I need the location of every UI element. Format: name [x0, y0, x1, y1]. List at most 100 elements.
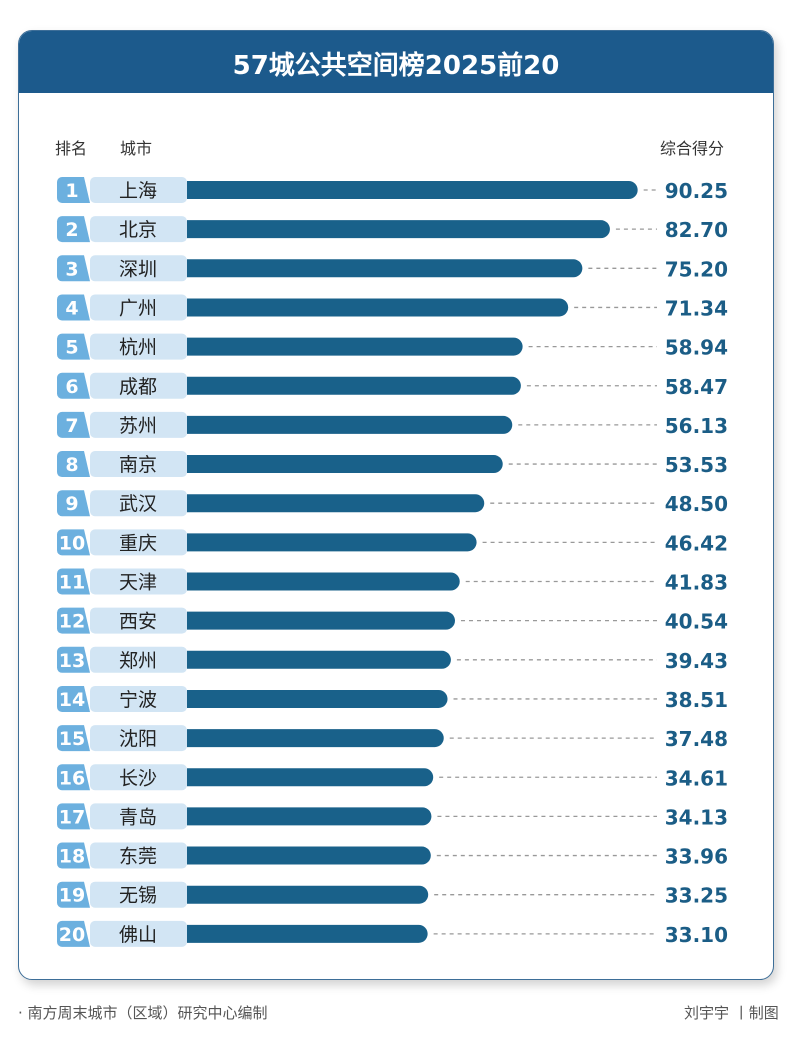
bar	[187, 376, 521, 395]
bar	[187, 337, 523, 356]
bar	[187, 885, 429, 904]
rank-box	[57, 333, 90, 360]
value-label: 34.61	[665, 766, 728, 790]
rank-box	[57, 568, 90, 595]
value-label: 37.48	[665, 727, 728, 751]
city-label: 西安	[119, 611, 157, 633]
bar	[187, 298, 569, 317]
rank-label: 1	[65, 180, 78, 202]
rank-label: 9	[65, 493, 78, 515]
bar	[187, 455, 503, 474]
chart-title: 57城公共空间榜2025前20	[232, 51, 560, 81]
city-label: 杭州	[119, 337, 157, 359]
value-label: 58.47	[665, 375, 728, 399]
city-label: 东莞	[119, 846, 157, 868]
rank-label: 14	[59, 689, 85, 711]
bar	[187, 846, 431, 865]
rank-box	[57, 411, 90, 438]
rank-box	[57, 725, 90, 752]
rank-box	[57, 177, 90, 203]
rank-box	[57, 216, 90, 243]
city-label: 重庆	[119, 532, 157, 554]
rank-label: 8	[65, 454, 78, 476]
rank-box	[57, 920, 90, 947]
bar	[187, 611, 455, 630]
rank-box	[57, 451, 90, 478]
banner-curve	[19, 93, 773, 113]
rank-label: 11	[59, 572, 85, 594]
bar	[187, 650, 451, 669]
city-box	[90, 216, 187, 243]
city-box	[90, 607, 187, 634]
rank-label: 6	[65, 376, 78, 398]
bar	[187, 572, 460, 591]
city-box	[90, 568, 187, 595]
city-box	[90, 451, 187, 478]
rank-box	[57, 685, 90, 712]
city-label: 南京	[119, 454, 157, 476]
value-label: 71.34	[665, 296, 728, 320]
city-label: 北京	[119, 219, 157, 241]
city-box	[90, 490, 187, 517]
value-label: 41.83	[665, 571, 728, 595]
rank-label: 12	[59, 611, 85, 633]
rank-box	[57, 803, 90, 830]
rank-box	[57, 842, 90, 869]
bar	[187, 181, 638, 199]
rank-label: 15	[59, 728, 85, 750]
bar	[187, 220, 610, 239]
bar	[187, 729, 444, 748]
city-box	[90, 646, 187, 673]
city-label: 广州	[119, 297, 157, 319]
rank-box	[57, 529, 90, 556]
value-label: 33.96	[665, 845, 728, 869]
value-label: 34.13	[665, 805, 728, 829]
city-box	[90, 764, 187, 791]
city-label: 苏州	[119, 415, 157, 437]
source-note: · 南方周末城市（区域）研究中心编制	[18, 1004, 268, 1022]
city-box	[90, 803, 187, 830]
column-header-score: 综合得分	[660, 139, 725, 158]
author-credit: 刘宇宇 丨制图	[684, 1004, 779, 1022]
city-box	[90, 372, 187, 399]
rank-box	[57, 255, 90, 282]
column-header-rank: 排名	[55, 139, 88, 158]
city-label: 上海	[119, 180, 157, 202]
city-box	[90, 725, 187, 752]
value-label: 75.20	[665, 257, 728, 281]
city-label: 沈阳	[119, 728, 157, 750]
bar	[187, 533, 477, 552]
bar	[187, 924, 428, 943]
rank-box	[57, 646, 90, 673]
city-label: 成都	[119, 376, 157, 398]
bar	[187, 807, 432, 826]
rank-label: 5	[65, 337, 78, 359]
rank-label: 10	[59, 532, 85, 554]
bar	[187, 768, 434, 787]
city-box	[90, 881, 187, 908]
city-label: 佛山	[119, 924, 157, 946]
city-label: 无锡	[119, 885, 157, 907]
city-box	[90, 294, 187, 321]
city-label: 郑州	[119, 650, 157, 672]
city-box	[90, 177, 187, 203]
bar	[187, 259, 583, 278]
city-box	[90, 411, 187, 438]
value-label: 33.10	[665, 923, 728, 947]
value-label: 53.53	[665, 453, 728, 477]
rank-label: 3	[65, 258, 78, 280]
city-box	[90, 920, 187, 947]
city-label: 青岛	[119, 806, 157, 828]
value-label: 58.94	[665, 336, 728, 360]
title-banner: 57城公共空间榜2025前20	[19, 31, 773, 93]
value-label: 48.50	[665, 492, 728, 516]
city-label: 深圳	[119, 258, 157, 280]
city-box	[90, 842, 187, 869]
bar	[187, 494, 485, 513]
rank-label: 20	[59, 924, 85, 946]
value-label: 33.25	[665, 884, 728, 908]
value-label: 39.43	[665, 649, 728, 673]
city-label: 宁波	[119, 689, 157, 711]
rank-label: 17	[59, 806, 85, 828]
